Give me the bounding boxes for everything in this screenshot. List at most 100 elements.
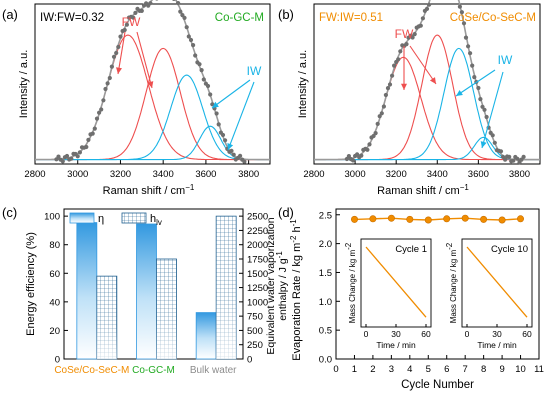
- x-tick-label: 2: [370, 364, 375, 375]
- fw-component-curve-1: [314, 56, 540, 161]
- y-right-tick-label: 1750: [247, 255, 268, 266]
- data-point: [77, 150, 82, 155]
- data-point: [242, 159, 247, 164]
- data-point: [133, 10, 138, 15]
- data-point: [210, 102, 215, 107]
- data-point: [231, 152, 236, 157]
- annotation-arrow-head: [212, 101, 219, 108]
- y-right-axis-label-line2: enthalpy / J g-1: [275, 251, 289, 321]
- data-point: [186, 34, 191, 39]
- x-tick-label: 4: [407, 364, 412, 375]
- y-right-tick-label: 1250: [247, 283, 268, 294]
- data-point: [381, 104, 386, 109]
- x-tick-label: 6: [444, 364, 449, 375]
- y-tick-label: 1.0: [319, 297, 332, 308]
- ratio-annotation: IW:FW=0.32: [40, 12, 104, 24]
- annotation-arrow-shaft: [211, 79, 251, 109]
- annotation-arrow-head: [116, 67, 122, 74]
- data-point: [124, 22, 129, 27]
- data-point: [56, 154, 61, 159]
- data-point: [223, 138, 228, 143]
- bar-hlv-fade-1: [96, 276, 117, 359]
- category-label-2: Co-GC-M: [132, 365, 175, 376]
- y-tick-label: 2.5: [319, 210, 332, 221]
- category-label-3: Bulk water: [190, 365, 237, 376]
- inset-cycle-label-1: Cycle 1: [395, 244, 427, 255]
- y-left-tick-label: 0: [55, 355, 60, 366]
- x-tick-label: 3400: [153, 169, 174, 180]
- data-point: [472, 75, 477, 80]
- data-point: [404, 42, 409, 47]
- y-tick-label: 1.5: [319, 268, 332, 279]
- data-point: [114, 50, 119, 56]
- data-point: [459, 10, 464, 15]
- data-point: [238, 153, 243, 158]
- evaporation-rate-point: [461, 214, 469, 222]
- y-right-tick-label: 750: [247, 312, 263, 323]
- x-tick-label: 11: [534, 364, 544, 375]
- x-tick-label: 3000: [345, 169, 366, 180]
- inset-x-tick-label: 60: [421, 329, 431, 339]
- y-tick-label: 2.0: [319, 239, 332, 250]
- evaporation-rate-point: [369, 215, 377, 223]
- data-point: [420, 16, 425, 21]
- bar-hlv-fade-3: [216, 216, 237, 359]
- evaporation-rate-point: [424, 216, 432, 224]
- data-point: [466, 44, 471, 49]
- annotation-arrow-head: [227, 143, 234, 150]
- data-point: [392, 63, 397, 68]
- x-tick-label: 8: [481, 364, 486, 375]
- data-point: [220, 132, 226, 138]
- y-right-tick-label: 250: [247, 340, 263, 351]
- plot-frame: [313, 3, 541, 165]
- data-point: [191, 43, 196, 48]
- data-point: [94, 116, 100, 121]
- y-left-tick-label: 40: [49, 297, 60, 308]
- annotation-arrow-head: [147, 81, 154, 88]
- data-point: [216, 122, 221, 127]
- panel-label-d: (d): [278, 205, 294, 220]
- data-point: [377, 114, 382, 119]
- evaporation-rate-line: [354, 217, 521, 221]
- legend-swatch-hlv: [121, 212, 147, 224]
- iw-label: IW: [498, 53, 513, 67]
- inset-x-tick-label: 30: [391, 329, 401, 339]
- legend-swatch-eta: [69, 212, 95, 224]
- data-point: [511, 158, 516, 163]
- data-point: [199, 68, 204, 73]
- y-right-tick-label: 1000: [247, 297, 268, 308]
- fw-label: FW: [395, 27, 414, 41]
- data-point: [379, 111, 384, 116]
- data-point: [97, 110, 102, 115]
- inset-cycle-label-2: Cycle 10: [491, 244, 528, 255]
- data-point: [503, 157, 508, 162]
- x-tick-label: 0: [333, 364, 338, 375]
- fw-component-curve-1: [35, 34, 270, 161]
- annotation-arrow-head: [480, 141, 487, 148]
- y-right-tick-label: 2250: [247, 226, 268, 237]
- evaporation-rate-point: [443, 215, 451, 223]
- data-point: [60, 159, 65, 164]
- data-point: [476, 85, 481, 91]
- data-point: [365, 147, 370, 152]
- y-left-axis-label: Energy efficiency (%): [25, 232, 37, 336]
- x-tick-label: 3400: [427, 169, 448, 180]
- data-point: [346, 154, 351, 159]
- data-point: [122, 27, 127, 33]
- legend-label-eta: η: [98, 213, 104, 225]
- panel-label-a: (a): [2, 7, 18, 22]
- data-point: [492, 140, 497, 145]
- data-point: [201, 77, 206, 82]
- panel-b-raman-cose: (b) 2800 3000 3200 3400 3600 3800 Raman shift …: [278, 0, 541, 197]
- bar-eta-2: [136, 223, 157, 360]
- data-point: [490, 133, 495, 138]
- bar-hlv-fade-2: [156, 259, 177, 359]
- inset-x-tick-label: 0: [465, 329, 470, 339]
- data-point: [172, 0, 176, 1]
- annotation-arrow-shaft: [455, 69, 496, 97]
- data-point: [184, 25, 189, 30]
- x-tick-label: 2800: [24, 169, 45, 180]
- data-point: [390, 73, 395, 78]
- annotation-arrow-shaft: [481, 71, 504, 149]
- y-right-tick-label: 1500: [247, 269, 268, 280]
